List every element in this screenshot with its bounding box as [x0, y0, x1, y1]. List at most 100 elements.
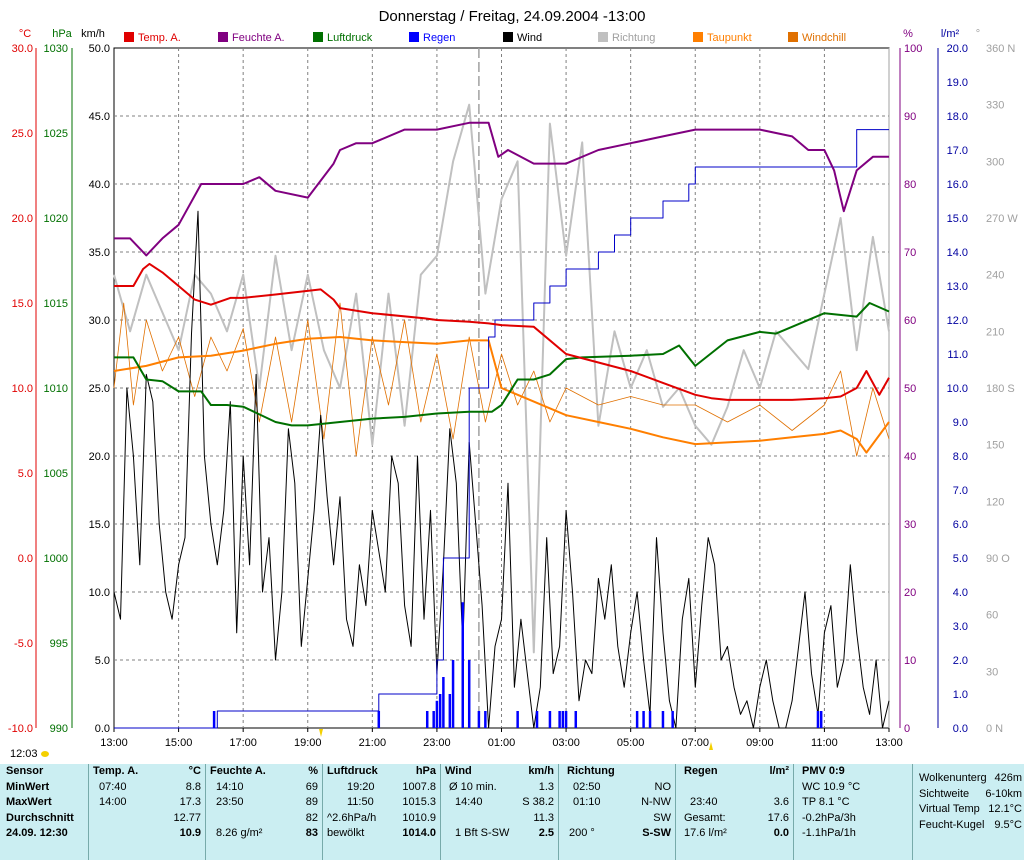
- stats-label-current: 24.09. 12:30: [6, 827, 68, 839]
- legend-swatch: [313, 32, 323, 42]
- stats-press-max: 1015.3: [402, 796, 436, 808]
- tick-label-wind: 0.0: [95, 723, 110, 735]
- stats-temp-min: 8.8: [185, 780, 201, 793]
- divider: [793, 764, 794, 860]
- stats-extra-label: Sichtweite: [919, 787, 970, 800]
- axis-unit-label: hPa: [52, 28, 72, 40]
- tick-label-press: 1025: [44, 128, 68, 140]
- tick-label-hum: 80: [904, 179, 916, 191]
- tick-label-rain: 19.0: [947, 77, 968, 89]
- stats-hum-current: 83: [305, 827, 318, 839]
- tick-label-wind: 25.0: [89, 383, 110, 395]
- stats-hum-max-time: 23:50: [216, 796, 244, 808]
- stats-temp-avg: 12.77: [173, 811, 201, 824]
- tick-label-hum: 60: [904, 315, 916, 327]
- tick-label-hum: 30: [904, 519, 916, 531]
- stats-press-unit: hPa: [415, 765, 436, 777]
- stats-extra-value: 12.1°C: [988, 803, 1022, 815]
- stats-pmv-title: PMV 0:9: [802, 765, 845, 777]
- legend-swatch: [693, 32, 703, 42]
- stats-hum-title: Feuchte A.: [210, 765, 266, 777]
- legend-label: Richtung: [612, 32, 655, 44]
- x-tick-label: 19:00: [294, 737, 322, 749]
- tick-label-dir: 90 O: [986, 553, 1010, 565]
- stats-hum-column: Feuchte A.% 14:10 69 23:50 89 82 8.26 g/m²…: [206, 764, 322, 860]
- x-tick-label: 01:00: [488, 737, 516, 749]
- stats-panel: Sensor MinWert MaxWert Durchschnitt 24.0…: [0, 764, 1024, 860]
- stats-dir-min: NO: [654, 780, 672, 793]
- tick-label-dir: 330: [986, 100, 1004, 112]
- stats-press-current: 1014.0: [402, 827, 436, 839]
- stats-rain-unit: l/m²: [769, 765, 789, 777]
- tick-label-wind: 5.0: [95, 655, 110, 667]
- stats-temp-current: 10.9: [179, 827, 201, 839]
- tick-label-wind: 50.0: [89, 43, 110, 55]
- tick-label-rain: 3.0: [953, 621, 968, 633]
- tick-label-dir: 120: [986, 496, 1004, 508]
- tick-label-press: 990: [50, 723, 68, 735]
- tick-label-rain: 4.0: [953, 587, 968, 599]
- tick-label-press: 1010: [44, 383, 68, 395]
- tick-label-rain: 16.0: [947, 179, 968, 191]
- tick-label-rain: 14.0: [947, 247, 968, 259]
- x-tick-label: 07:00: [681, 737, 709, 749]
- x-tick-label: 13:00: [100, 737, 128, 749]
- stats-dir-title: Richtung: [567, 765, 615, 777]
- tick-label-wind: 45.0: [89, 111, 110, 123]
- tick-label-hum: 40: [904, 451, 916, 463]
- tick-label-press: 1030: [44, 43, 68, 55]
- stats-extra-value: 426m: [994, 772, 1022, 784]
- tick-label-wind: 30.0: [89, 315, 110, 327]
- stats-wind-max-time: 14:40: [455, 796, 483, 808]
- stats-wind-avg-label: Ø 10 min.: [449, 780, 497, 793]
- tick-label-press: 1005: [44, 468, 68, 480]
- tick-label-hum: 70: [904, 247, 916, 259]
- divider: [558, 764, 559, 860]
- weather-chart: Donnerstag / Freitag, 24.09.2004 -13:00 …: [7, 8, 1019, 760]
- tick-label-temp: 15.0: [12, 298, 33, 310]
- tick-label-rain: 13.0: [947, 281, 968, 293]
- tick-label-hum: 50: [904, 383, 916, 395]
- stats-press-title: Luftdruck: [327, 765, 378, 777]
- legend-label: Windchill: [802, 32, 846, 44]
- stats-temp-title: Temp. A.: [93, 765, 139, 777]
- x-tick-label: 11:00: [811, 737, 838, 749]
- tick-label-temp: 20.0: [12, 213, 33, 225]
- stats-dir-current: S-SW: [642, 827, 671, 839]
- stats-pmv-wc: WC 10.9 °C: [802, 780, 861, 793]
- stats-press-forecast: bewölkt: [327, 827, 365, 839]
- tick-label-rain: 7.0: [953, 485, 968, 497]
- x-tick-label: 13:00: [875, 737, 903, 749]
- tick-label-dir: 300: [986, 156, 1004, 168]
- x-tick-label: 23:00: [423, 737, 451, 749]
- tick-label-temp: 0.0: [18, 553, 33, 565]
- tick-label-dir: 270 W: [986, 213, 1018, 225]
- axis-unit-label: %: [903, 28, 913, 40]
- stats-press-avg: 1010.9: [402, 811, 436, 824]
- x-tick-label: 21:00: [359, 737, 387, 749]
- stats-dir-max: N-NW: [641, 796, 671, 808]
- stats-hum-min-time: 14:10: [216, 780, 244, 793]
- stats-extra-label: Wolkenunterg: [919, 772, 987, 784]
- tick-label-rain: 8.0: [953, 451, 968, 463]
- chart-legend: Temp. A. Feuchte A. Luftdruck Regen Wind Rich…: [124, 32, 846, 44]
- tick-labels: 30.025.020.015.010.05.00.0-5.0-10.010301…: [8, 43, 1018, 749]
- legend-label: Wind: [517, 32, 542, 44]
- divider: [912, 764, 913, 860]
- legend-label: Regen: [423, 32, 455, 44]
- tick-label-rain: 1.0: [953, 689, 968, 701]
- x-tick-label: 17:00: [229, 737, 257, 749]
- legend-label: Feuchte A.: [232, 32, 285, 44]
- series-line-wind: [113, 210, 890, 729]
- legend-swatch: [598, 32, 608, 42]
- rain-start-marker-icon: [319, 729, 323, 737]
- stats-hum-unit: %: [308, 765, 318, 777]
- stats-temp-max: 17.3: [179, 796, 201, 808]
- tick-label-rain: 9.0: [953, 417, 968, 429]
- legend-swatch: [503, 32, 513, 42]
- stats-press-column: Luftdruck hPa 19:20 1007.8 11:50 1015.3 ^2.…: [323, 764, 440, 860]
- stats-dir-max-time: 01:10: [573, 796, 601, 808]
- stats-temp-column: Temp. A. °C 07:40 8.8 14:00 17.3 12.77 10.9: [89, 764, 205, 860]
- stats-dir-min-time: 02:50: [573, 780, 601, 793]
- axis-unit-label: l/m²: [941, 28, 960, 40]
